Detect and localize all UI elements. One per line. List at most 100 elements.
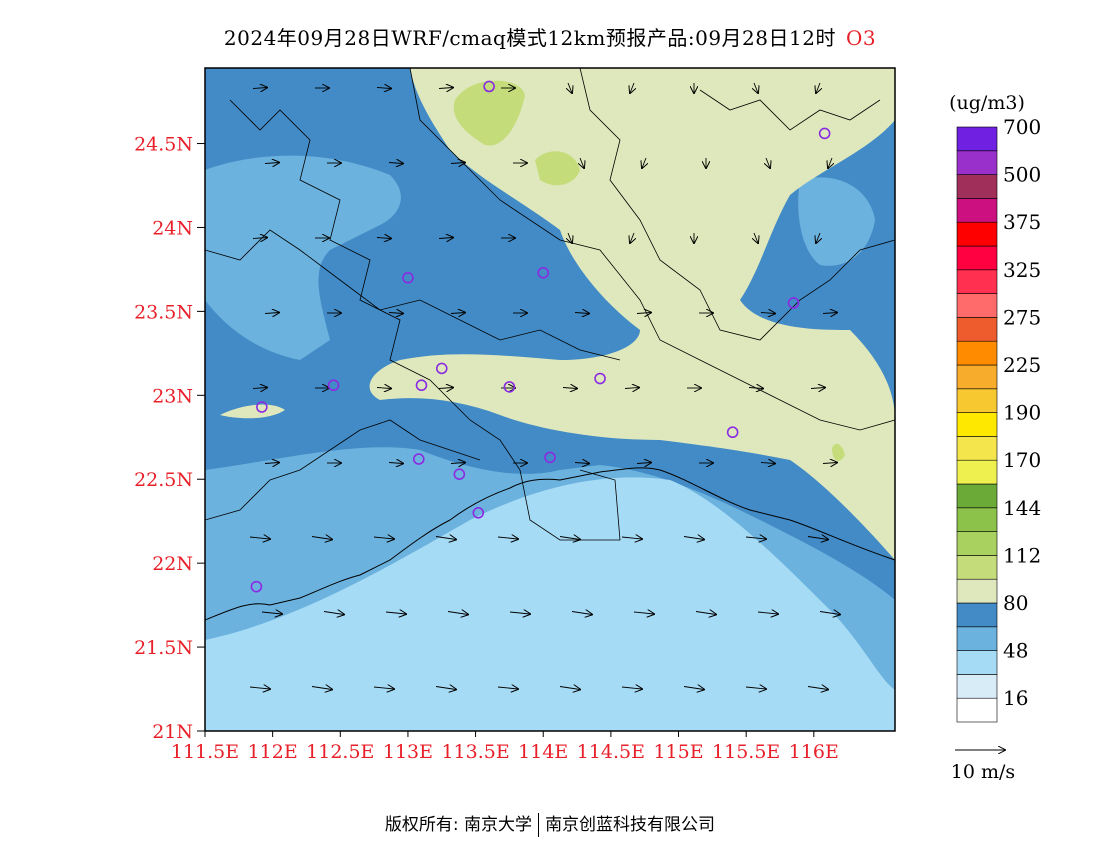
wind-arrow — [621, 537, 642, 539]
wind-arrow — [509, 612, 530, 614]
colorbar-swatch — [956, 126, 998, 152]
station-marker — [402, 272, 414, 284]
wind-arrow — [376, 238, 391, 239]
lat-tick-label: 24.5N — [134, 134, 193, 156]
wind-arrow — [388, 463, 403, 464]
lon-tick-label: 111.5E — [171, 741, 239, 763]
copyright-separator — [538, 813, 540, 837]
colorbar-swatch — [956, 436, 998, 461]
lat-tick-label: 24N — [152, 217, 193, 239]
boundary-line-6 — [699, 89, 881, 131]
wind-arrow — [766, 157, 770, 168]
colorbar-swatch — [956, 578, 998, 604]
wind-arrow — [754, 82, 758, 93]
colorbar-swatch — [956, 531, 998, 556]
wind-arrow — [252, 88, 267, 89]
colorbar-swatch — [956, 626, 998, 651]
wind-arrow — [568, 232, 572, 243]
wind-arrow — [252, 388, 267, 389]
colorbar-label: 48 — [1003, 639, 1028, 663]
field-96-128-east — [832, 443, 845, 461]
plot-frame — [204, 67, 896, 732]
wind-arrow — [264, 313, 279, 314]
lon-tick-label: 115.5E — [712, 741, 780, 763]
colorbar-swatch — [956, 697, 998, 723]
wind-arrow — [261, 612, 282, 614]
station-marker — [818, 127, 831, 140]
latitude-axis: 21N 21.5N 22N 22.5N 23N 23.5N 24N 24.5N — [134, 134, 205, 743]
field-96-128-mid — [535, 151, 580, 186]
wind-arrow — [249, 687, 270, 689]
wind-arrow — [373, 537, 394, 539]
colorbar-label: 16 — [1003, 686, 1028, 710]
lon-tick-label: 113.5E — [441, 741, 509, 763]
lon-tick-label: 115E — [653, 741, 703, 763]
colorbar-swatch — [956, 269, 998, 294]
colorbar-label: 190 — [1003, 401, 1041, 425]
colorbar-swatch — [956, 388, 998, 413]
wind-arrow — [450, 313, 465, 314]
station-marker — [726, 426, 739, 439]
wind-arrow — [636, 463, 651, 464]
wind-arrow — [745, 687, 766, 689]
colorbar-swatch — [956, 507, 998, 532]
lat-tick-label: 22N — [152, 553, 193, 575]
wind-arrow — [748, 388, 763, 389]
wind-arrow — [323, 612, 344, 615]
boundary-line-1 — [229, 99, 621, 541]
lat-tick-label: 21N — [152, 721, 193, 743]
wind-arrow — [559, 687, 580, 690]
station-marker — [412, 453, 425, 465]
wind-arrow — [745, 537, 766, 539]
colorbar-swatch — [956, 198, 998, 223]
station-marker — [327, 379, 340, 392]
colorbar-swatch — [956, 317, 998, 342]
wind-arrow — [450, 163, 465, 164]
station-marker — [256, 401, 268, 413]
wind-arrow — [822, 463, 837, 464]
title-main: 2024年09月28日WRF/cmaq模式12km预报产品:09月28日12时 — [223, 26, 836, 50]
wind-arrow — [828, 157, 832, 168]
wind-arrow — [388, 163, 403, 164]
wind-arrow — [388, 313, 403, 314]
colorbar-swatch — [956, 221, 998, 247]
colorbar-label: 225 — [1003, 353, 1041, 377]
wind-arrow — [438, 388, 453, 389]
wind-arrow — [264, 163, 279, 164]
wind-reference-label: 10 m/s — [951, 761, 1015, 783]
colorbar-swatch — [956, 459, 998, 485]
wind-arrow — [633, 612, 654, 614]
colorbar-swatch — [956, 602, 998, 628]
wind-arrow — [816, 232, 820, 243]
colorbar-swatch — [956, 150, 998, 175]
wind-arrow — [760, 463, 775, 464]
colorbar: 16 48 80 112 144 170 190 225 275 325 375 500 700 — [956, 115, 1041, 723]
wind-arrow — [642, 157, 646, 168]
field-16-32 — [205, 477, 895, 731]
boundary-line-5 — [205, 419, 481, 521]
lat-tick-label: 23N — [152, 385, 193, 407]
coastline — [205, 467, 895, 621]
colorbar-swatch — [956, 674, 998, 699]
station-marker — [483, 80, 495, 93]
map-title: 2024年09月28日WRF/cmaq模式12km预报产品:09月28日12时 O… — [0, 22, 1100, 51]
wind-arrow — [376, 88, 391, 89]
wind-arrow — [760, 313, 775, 314]
longitude-axis: 111.5E 112E 112.5E 113E 113.5E 114E 114.5E 115E… — [171, 731, 839, 763]
boundary-line-2 — [409, 68, 895, 431]
wind-arrow — [580, 157, 584, 168]
colorbar-swatch — [956, 340, 998, 366]
wind-arrow — [574, 463, 589, 464]
field-96-128-north — [453, 80, 525, 146]
colorbar-label: 144 — [1003, 496, 1041, 520]
station-marker — [453, 468, 466, 480]
wind-arrow — [385, 612, 406, 614]
wind-arrow — [497, 687, 518, 689]
wind-arrow — [810, 388, 825, 389]
wind-arrow — [559, 537, 580, 540]
lon-tick-label: 112E — [248, 741, 298, 763]
lon-tick-label: 114.5E — [577, 741, 645, 763]
colorbar-swatch — [956, 293, 998, 318]
station-marker — [503, 381, 516, 393]
station-marker — [544, 451, 556, 464]
